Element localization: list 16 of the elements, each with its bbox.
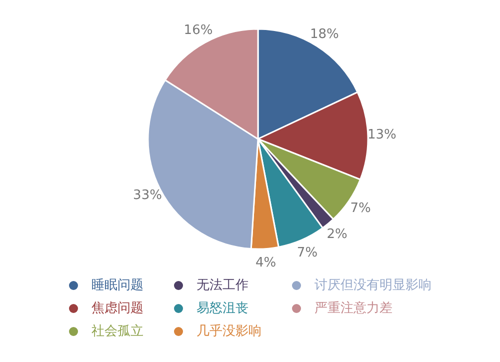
legend-label: 焦虑问题	[92, 300, 144, 317]
legend-label: 讨厌但没有明显影响	[314, 277, 432, 294]
legend-label: 严重注意力差	[314, 300, 392, 317]
data-label: 18%	[310, 26, 339, 42]
data-label: 33%	[133, 188, 162, 203]
data-label: 7%	[296, 245, 318, 260]
legend-label: 几乎没影响	[196, 323, 262, 340]
data-label: 4%	[255, 255, 276, 270]
data-label: 7%	[350, 201, 371, 216]
legend-label: 社会孤立	[92, 323, 144, 340]
legend-label: 无法工作	[196, 277, 248, 294]
legend-label: 易怒沮丧	[196, 300, 248, 317]
data-label: 16%	[184, 22, 213, 38]
legend-label: 睡眠问题	[92, 277, 144, 294]
data-label: 13%	[367, 128, 396, 143]
data-label: 2%	[326, 227, 348, 242]
